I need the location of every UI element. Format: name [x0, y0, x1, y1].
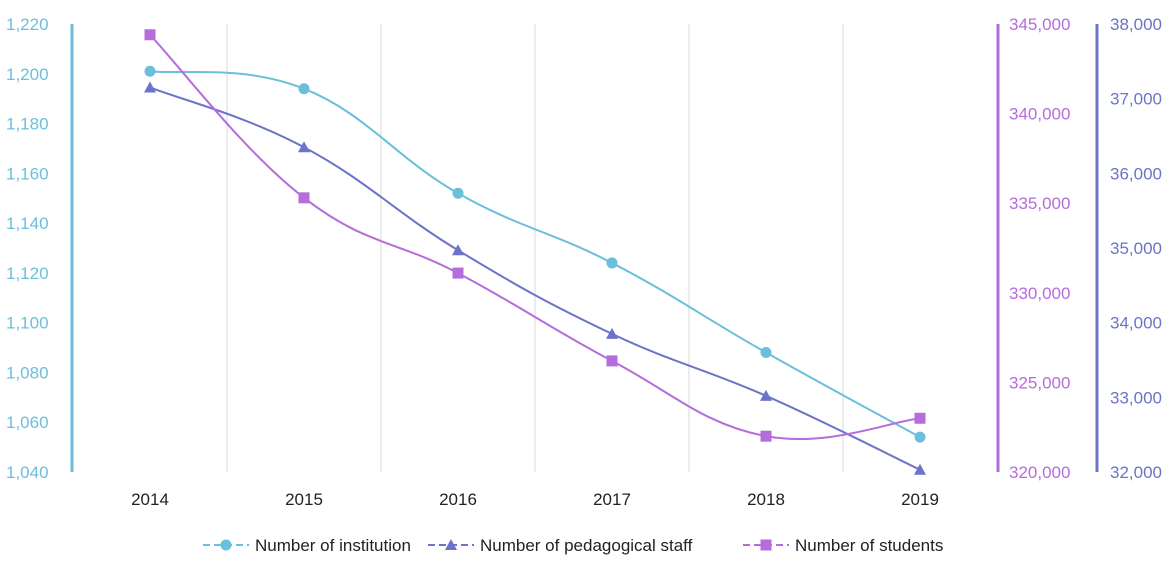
left-axis-tick-label: 1,080: [6, 363, 49, 382]
right-outer-axis-tick-label: 35,000: [1110, 239, 1162, 258]
data-point-series-2: [144, 81, 156, 93]
data-point-series-1: [606, 257, 618, 269]
left-axis-tick-label: 1,180: [6, 115, 49, 134]
legend-label-2: Number of pedagogical staff: [480, 536, 693, 555]
data-point-series-3: [298, 192, 310, 204]
data-point-series-2: [298, 141, 310, 153]
right-outer-axis-tick-label: 34,000: [1110, 314, 1162, 333]
legend-marker-1: [220, 539, 232, 551]
right-outer-axis-tick-label: 38,000: [1110, 15, 1162, 34]
data-point-series-3: [760, 430, 772, 442]
data-point-series-2: [914, 463, 926, 475]
legend-label-3: Number of students: [795, 536, 943, 555]
left-axis-tick-label: 1,160: [6, 164, 49, 183]
data-point-series-3: [606, 355, 618, 367]
left-axis-tick-label: 1,140: [6, 214, 49, 233]
left-axis-tick-label: 1,040: [6, 463, 49, 482]
data-point-series-2: [760, 389, 772, 401]
series-line-3: [149, 34, 921, 441]
data-point-series-2: [452, 244, 464, 256]
data-point-series-3: [144, 29, 156, 41]
left-axis-tick-label: 1,100: [6, 314, 49, 333]
left-axis-tick-label: 1,220: [6, 15, 49, 34]
right-outer-axis-tick-label: 37,000: [1110, 90, 1162, 109]
left-axis-tick-label: 1,120: [6, 264, 49, 283]
left-axis-tick-label: 1,200: [6, 65, 49, 84]
series-line-2: [149, 86, 921, 471]
legend-label-1: Number of institution: [255, 536, 411, 555]
right-inner-axis-tick-label: 340,000: [1009, 105, 1070, 124]
x-axis-tick-label: 2018: [747, 490, 785, 509]
data-point-series-2: [606, 327, 618, 339]
data-point-series-1: [760, 347, 772, 359]
right-inner-axis-tick-label: 330,000: [1009, 284, 1070, 303]
data-point-series-1: [452, 187, 464, 199]
right-outer-axis-tick-label: 36,000: [1110, 164, 1162, 183]
x-axis-tick-label: 2015: [285, 490, 323, 509]
data-point-series-3: [914, 412, 926, 424]
right-inner-axis-tick-label: 320,000: [1009, 463, 1070, 482]
data-point-series-1: [298, 83, 310, 95]
x-axis-tick-label: 2019: [901, 490, 939, 509]
legend-marker-3: [760, 539, 772, 551]
data-point-series-1: [144, 65, 156, 77]
right-inner-axis-tick-label: 345,000: [1009, 15, 1070, 34]
left-axis-tick-label: 1,060: [6, 413, 49, 432]
right-inner-axis-tick-label: 335,000: [1009, 194, 1070, 213]
right-outer-axis-tick-label: 32,000: [1110, 463, 1162, 482]
x-axis-tick-label: 2014: [131, 490, 169, 509]
x-axis-tick-label: 2017: [593, 490, 631, 509]
legend-marker-2: [445, 539, 457, 550]
right-outer-axis-tick-label: 33,000: [1110, 388, 1162, 407]
x-axis-tick-label: 2016: [439, 490, 477, 509]
series-line-1: [149, 70, 921, 439]
data-point-series-1: [914, 431, 926, 443]
right-inner-axis-tick-label: 325,000: [1009, 373, 1070, 392]
data-point-series-3: [452, 267, 464, 279]
